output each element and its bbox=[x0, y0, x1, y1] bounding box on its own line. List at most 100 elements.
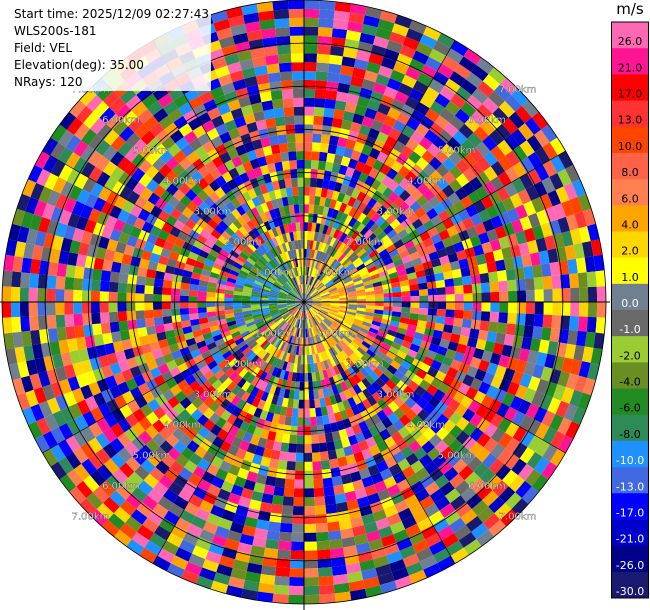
range-gate-cell bbox=[304, 302, 308, 311]
range-gate-cell bbox=[533, 181, 548, 198]
range-gate-cell bbox=[259, 303, 269, 307]
range-gate-cell bbox=[511, 410, 526, 427]
range-gate-cell bbox=[535, 351, 548, 367]
range-gate-cell bbox=[336, 220, 345, 231]
range-gate-cell bbox=[348, 296, 358, 300]
range-gate-cell bbox=[168, 503, 185, 518]
range-gate-cell bbox=[113, 506, 131, 523]
range-gate-cell bbox=[467, 256, 478, 267]
range-gate-cell bbox=[407, 324, 417, 332]
range-gate-cell bbox=[255, 320, 265, 327]
range-gate-cell bbox=[265, 354, 273, 364]
range-gate-cell bbox=[202, 559, 219, 573]
range-ring-label: 2.00km bbox=[346, 359, 384, 370]
range-gate-cell bbox=[233, 290, 243, 296]
range-gate-cell bbox=[552, 288, 562, 302]
range-gate-cell bbox=[305, 284, 309, 294]
range-gate-cell bbox=[296, 435, 304, 445]
range-gate-cell bbox=[294, 381, 300, 391]
range-gate-cell bbox=[540, 263, 552, 277]
range-gate-cell bbox=[534, 129, 550, 148]
range-gate-cell bbox=[268, 335, 277, 344]
range-gate-cell bbox=[505, 421, 520, 438]
range-gate-cell bbox=[118, 272, 129, 284]
range-gate-cell bbox=[312, 278, 318, 287]
range-gate-cell bbox=[365, 290, 375, 296]
range-gate-cell bbox=[330, 336, 338, 346]
range-gate-cell bbox=[391, 23, 409, 37]
range-gate-cell bbox=[170, 302, 180, 309]
range-gate-cell bbox=[298, 186, 304, 196]
range-gate-cell bbox=[82, 278, 92, 291]
range-gate-cell bbox=[125, 493, 142, 510]
range-gate-cell bbox=[441, 532, 459, 549]
range-gate-cell bbox=[315, 223, 321, 233]
range-gate-cell bbox=[364, 585, 383, 598]
range-gate-cell bbox=[419, 230, 431, 242]
range-gate-cell bbox=[312, 268, 317, 278]
range-gate-cell bbox=[445, 488, 461, 504]
range-gate-cell bbox=[323, 234, 330, 244]
range-gate-cell bbox=[512, 426, 528, 443]
range-gate-cell bbox=[569, 315, 579, 331]
range-gate-cell bbox=[263, 109, 275, 120]
range-gate-cell bbox=[345, 346, 355, 355]
range-gate-cell bbox=[283, 424, 291, 435]
range-gate-cell bbox=[417, 182, 430, 195]
range-gate-cell bbox=[470, 377, 483, 391]
range-gate-cell bbox=[368, 269, 379, 277]
range-gate-cell bbox=[149, 467, 165, 482]
range-gate-cell bbox=[561, 288, 571, 302]
range-gate-cell bbox=[244, 361, 254, 371]
range-gate-cell bbox=[418, 136, 433, 151]
range-gate-cell bbox=[415, 434, 429, 447]
range-gate-cell bbox=[307, 319, 311, 329]
range-gate-cell bbox=[276, 396, 284, 407]
range-gate-cell bbox=[364, 107, 378, 120]
range-gate-cell bbox=[565, 164, 580, 183]
range-gate-cell bbox=[364, 484, 378, 497]
range-gate-cell bbox=[144, 302, 154, 311]
range-gate-cell bbox=[312, 302, 322, 304]
range-gate-cell bbox=[469, 413, 483, 428]
range-gate-cell bbox=[106, 352, 119, 366]
range-gate-cell bbox=[309, 186, 317, 196]
range-gate-cell bbox=[220, 387, 232, 399]
range-gate-cell bbox=[496, 402, 510, 418]
range-gate-cell bbox=[348, 251, 357, 261]
range-gate-cell bbox=[243, 479, 256, 491]
range-gate-cell bbox=[130, 337, 141, 348]
range-gate-cell bbox=[454, 108, 471, 124]
range-gate-cell bbox=[305, 310, 308, 320]
range-gate-cell bbox=[268, 458, 279, 469]
range-gate-cell bbox=[266, 321, 276, 329]
range-gate-cell bbox=[395, 332, 406, 341]
range-gate-cell bbox=[435, 279, 446, 289]
range-gate-cell bbox=[255, 473, 268, 485]
range-gate-cell bbox=[261, 493, 274, 504]
range-gate-cell bbox=[486, 261, 497, 273]
range-gate-cell bbox=[291, 177, 298, 188]
range-gate-cell bbox=[275, 339, 282, 349]
range-gate-cell bbox=[310, 177, 317, 188]
range-gate-cell bbox=[275, 349, 283, 359]
range-gate-cell bbox=[175, 334, 186, 344]
range-gate-cell bbox=[336, 173, 346, 184]
range-gate-cell bbox=[458, 335, 470, 346]
range-gate-cell bbox=[444, 510, 461, 526]
range-gate-cell bbox=[348, 580, 365, 592]
range-gate-cell bbox=[557, 216, 570, 233]
range-gate-cell bbox=[145, 411, 159, 425]
range-gate-cell bbox=[304, 319, 307, 329]
range-gate-cell bbox=[401, 307, 411, 314]
range-gate-cell bbox=[161, 294, 171, 302]
colorbar-tick-label: 8.0 bbox=[621, 166, 639, 179]
range-gate-cell bbox=[267, 72, 281, 83]
range-gate-cell bbox=[144, 540, 162, 556]
range-ring-label: 7.00km bbox=[499, 85, 537, 96]
range-gate-cell bbox=[104, 413, 118, 428]
range-gate-cell bbox=[241, 346, 252, 356]
range-gate-cell bbox=[326, 358, 333, 369]
range-gate-cell bbox=[225, 585, 244, 598]
range-ring-label: 6.00km bbox=[102, 115, 140, 126]
